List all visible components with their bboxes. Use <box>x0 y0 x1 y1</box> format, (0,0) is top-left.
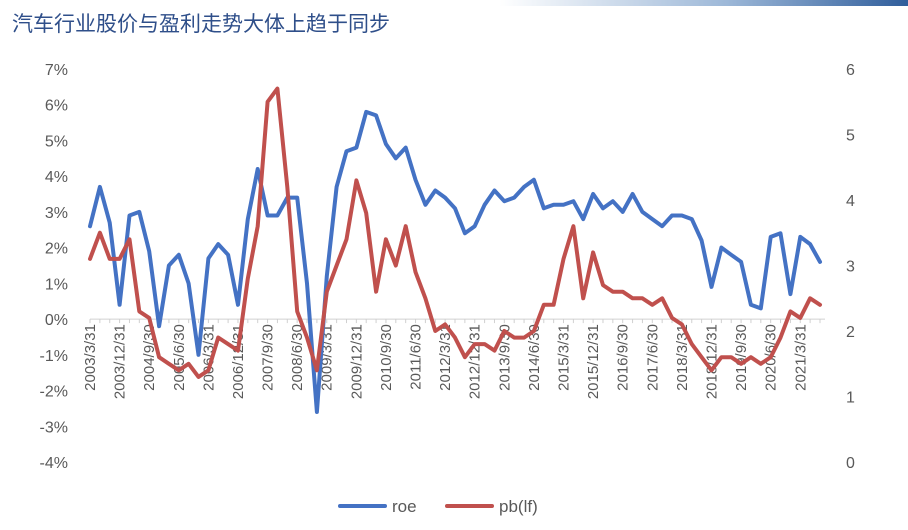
left-y-tick-label: 6% <box>45 98 68 115</box>
x-tick-label: 2012/3/31 <box>437 324 454 391</box>
left-y-tick-label: -4% <box>40 455 68 472</box>
left-y-tick-label: 1% <box>45 276 68 293</box>
left-y-tick-label: 4% <box>45 169 68 186</box>
x-tick-label: 2006/12/31 <box>230 324 247 399</box>
left-y-tick-label: 7% <box>45 62 68 79</box>
x-tick-label: 2006/3/31 <box>200 324 217 391</box>
left-y-axis: 7% 6% 5% 4% 3% 2% 1% 0% -1% -2% -3% -4% <box>40 62 68 472</box>
right-y-tick-label: 4 <box>846 193 855 210</box>
chart-title: 汽车行业股价与盈利走势大体上趋于同步 <box>12 12 390 36</box>
left-y-tick-label: 2% <box>45 241 68 258</box>
x-tick-label: 2016/9/30 <box>615 324 632 391</box>
x-tick-label: 2017/6/30 <box>644 324 661 391</box>
x-tick-label: 2021/3/31 <box>792 324 809 391</box>
right-y-tick-label: 1 <box>846 390 855 407</box>
right-y-tick-label: 2 <box>846 324 855 341</box>
x-tick-label: 2018/12/31 <box>703 324 720 399</box>
left-y-tick-label: -3% <box>40 419 68 436</box>
title-bar-decoration <box>0 0 908 6</box>
legend-label: pb(lf) <box>499 497 538 516</box>
x-tick-label: 2010/9/30 <box>378 324 395 391</box>
left-y-tick-label: 5% <box>45 133 68 150</box>
x-tick-label: 2008/6/30 <box>289 324 306 391</box>
series-line-roe <box>88 109 822 414</box>
x-tick-label: 2007/9/30 <box>260 324 277 391</box>
x-tick-label: 2003/3/31 <box>82 324 99 391</box>
right-y-tick-label: 6 <box>846 62 855 79</box>
left-y-tick-label: 3% <box>45 205 68 222</box>
x-tick-label: 2015/3/31 <box>556 324 573 391</box>
legend-label: roe <box>392 497 417 516</box>
legend: roe pb(lf) <box>338 497 538 516</box>
left-y-tick-label: -2% <box>40 384 68 401</box>
x-tick-label: 2004/9/30 <box>141 324 158 391</box>
x-tick-label: 2003/12/31 <box>112 324 129 399</box>
right-y-axis: 6 5 4 3 2 1 0 <box>846 62 855 472</box>
x-tick-label: 2015/12/31 <box>585 324 602 399</box>
right-y-tick-label: 3 <box>846 259 855 276</box>
left-y-tick-label: 0% <box>45 312 68 329</box>
x-tick-label: 2012/12/31 <box>467 324 484 399</box>
x-tick-label: 2018/3/31 <box>674 324 691 391</box>
right-y-tick-label: 5 <box>846 128 855 145</box>
left-y-tick-label: -1% <box>40 348 68 365</box>
x-tick-label: 2014/6/30 <box>526 324 543 391</box>
right-y-tick-label: 0 <box>846 455 855 472</box>
x-tick-label: 2019/9/30 <box>733 324 750 391</box>
x-tick-label: 2005/6/30 <box>171 324 188 391</box>
series-layer <box>88 86 822 414</box>
x-tick-label: 2009/12/31 <box>348 324 365 399</box>
x-tick-label: 2011/6/30 <box>408 324 425 390</box>
series-line-pb-lf- <box>88 86 822 379</box>
